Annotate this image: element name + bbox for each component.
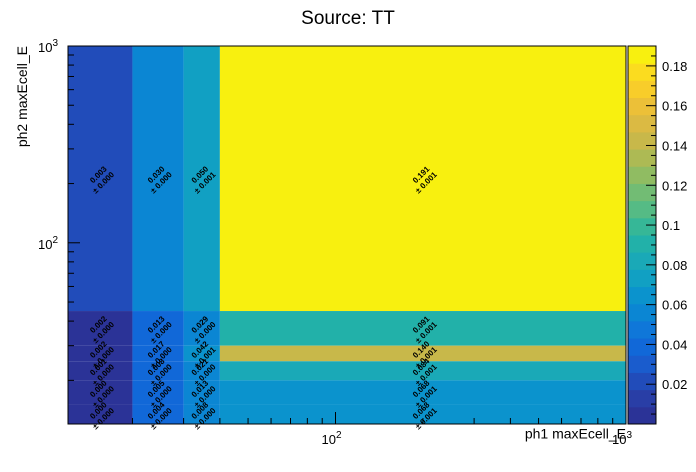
chart-title: Source: TT [301, 8, 395, 29]
color-scale-swatch [628, 114, 656, 133]
heatmap-cell [183, 404, 220, 424]
color-scale-swatch [628, 63, 656, 81]
heatmap-cell [132, 46, 184, 312]
color-scale-swatch [628, 235, 656, 253]
heatmap-cells [68, 46, 627, 424]
color-scale: 0.02 0.04 0.06 0.08 0.1 0.12 0.14 0.16 0.18 [627, 45, 687, 425]
color-scale-swatch [628, 355, 656, 373]
heatmap-cell [219, 345, 627, 362]
color-scale-swatch [628, 269, 656, 288]
color-scale-swatch [628, 183, 656, 202]
color-scale-tick-label: 0.16 [662, 99, 687, 114]
color-scale-swatch [628, 200, 656, 219]
x-tick-label: 102 [321, 430, 341, 447]
heatmap-cell [68, 345, 133, 362]
color-scale-tick-label: 0.18 [662, 59, 687, 74]
color-scale-swatch [628, 80, 656, 99]
color-scale-tick-label: 0.14 [662, 138, 687, 153]
color-scale-swatch [628, 338, 656, 356]
color-scale-swatch [628, 252, 656, 270]
color-scale-tick-label: 0.04 [662, 337, 687, 352]
heatmap-cell [132, 404, 184, 424]
heatmap-cell [219, 361, 627, 381]
color-scale-swatch [628, 320, 656, 339]
heatmap-cell [183, 311, 220, 346]
y-axis-label: ph2 maxEcell_E [14, 46, 30, 147]
heatmap-cell [219, 404, 627, 424]
heatmap-cell [68, 46, 133, 312]
heatmap-cell [68, 311, 133, 346]
x-axis-label: ph1 maxEcell_E [525, 425, 626, 441]
color-scale-tick-label: 0.12 [662, 178, 687, 193]
color-scale-swatch [628, 286, 656, 305]
heatmap-cell [68, 380, 133, 405]
color-scale-swatch [628, 46, 656, 64]
heatmap-cell [132, 345, 184, 362]
color-scale-swatch [628, 131, 656, 150]
heatmap-cell [132, 380, 184, 405]
color-scale-tick-label: 0.1 [662, 218, 680, 233]
color-scale-swatch [628, 166, 656, 184]
heatmap-cell [183, 361, 220, 381]
heatmap-cell [183, 380, 220, 405]
color-scale-swatch [628, 389, 656, 408]
heatmap-cell [68, 404, 133, 424]
heatmap-cell [68, 361, 133, 381]
heatmap-cell [219, 46, 627, 312]
color-scale-tick-label: 0.06 [662, 298, 687, 313]
color-scale-tick-label: 0.02 [662, 377, 687, 392]
heatmap-cell [219, 311, 627, 346]
color-scale-swatch [628, 97, 656, 116]
color-scale-swatch [628, 149, 656, 167]
heatmap-cell [219, 380, 627, 405]
color-scale-swatch [628, 372, 656, 391]
color-scale-swatch [628, 217, 656, 236]
plot-frame [67, 45, 627, 425]
heatmap-cell [132, 311, 184, 346]
y-tick-label: 103 [38, 38, 58, 55]
heatmap-cell [132, 361, 184, 381]
y-tick-label: 102 [38, 235, 58, 252]
heatmap-cell [183, 345, 220, 362]
heatmap-cell [183, 46, 220, 312]
color-scale-tick-label: 0.08 [662, 258, 687, 273]
color-scale-swatch [628, 406, 656, 425]
color-scale-swatch [628, 303, 656, 322]
